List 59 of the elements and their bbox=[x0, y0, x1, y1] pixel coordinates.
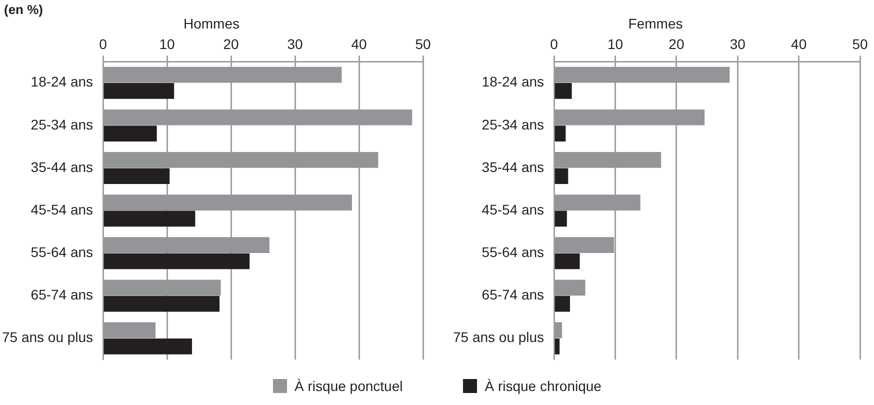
bar bbox=[554, 194, 640, 210]
chart-title: Femmes bbox=[628, 15, 683, 32]
y-tick-label: 55-64 ans bbox=[482, 244, 544, 260]
y-tick-label: 55-64 ans bbox=[30, 244, 94, 260]
bar bbox=[554, 168, 568, 184]
bar bbox=[554, 322, 562, 338]
bar bbox=[554, 126, 566, 142]
legend-label: À risque chronique bbox=[484, 378, 602, 394]
bar bbox=[554, 210, 567, 227]
y-tick-label: 65-74 ans bbox=[482, 286, 544, 303]
bar bbox=[554, 66, 730, 83]
bar bbox=[554, 152, 662, 168]
y-tick-label: 35-44 ans bbox=[482, 158, 544, 175]
bar bbox=[554, 338, 560, 354]
x-tick-label: 10 bbox=[607, 36, 624, 52]
y-tick-label: 45-54 ans bbox=[30, 201, 94, 218]
y-tick-label: 75 ans ou plus bbox=[452, 329, 544, 346]
bar bbox=[104, 109, 412, 126]
bar bbox=[104, 126, 157, 142]
x-tick-label: 50 bbox=[415, 36, 431, 52]
bar bbox=[104, 322, 156, 338]
y-tick-label: 75 ans ou plus bbox=[2, 329, 94, 346]
y-tick-label: 65-74 ans bbox=[30, 286, 94, 303]
y-tick-label: 25-34 ans bbox=[482, 116, 544, 132]
y-tick-label: 45-54 ans bbox=[482, 201, 544, 218]
x-tick-label: 30 bbox=[730, 36, 746, 52]
x-tick-label: 40 bbox=[351, 36, 368, 52]
text: (en %) bbox=[4, 2, 43, 17]
bar bbox=[104, 253, 250, 270]
legend-label: À risque ponctuel bbox=[294, 378, 403, 394]
x-tick-label: 10 bbox=[159, 36, 176, 52]
x-tick-label: 40 bbox=[791, 36, 807, 52]
bar bbox=[554, 296, 570, 312]
bar bbox=[104, 210, 196, 227]
bar bbox=[104, 83, 174, 99]
bar bbox=[104, 338, 192, 354]
x-tick-label: 30 bbox=[287, 36, 304, 52]
x-tick-label: 20 bbox=[668, 36, 684, 52]
y-tick-label: 18-24 ans bbox=[482, 74, 544, 90]
chart-title: Hommes bbox=[183, 15, 240, 32]
bar bbox=[554, 253, 580, 270]
bar bbox=[104, 194, 352, 210]
y-tick-label: 18-24 ans bbox=[30, 74, 94, 90]
x-tick-label: 0 bbox=[99, 36, 108, 52]
bar bbox=[104, 280, 221, 296]
x-tick-label: 50 bbox=[852, 36, 868, 52]
bar bbox=[104, 168, 170, 184]
y-tick-label: 25-34 ans bbox=[30, 116, 94, 132]
bar bbox=[554, 83, 572, 99]
y-tick-label: 35-44 ans bbox=[30, 158, 94, 175]
bar bbox=[554, 237, 614, 254]
bar bbox=[104, 152, 378, 168]
x-tick-label: 0 bbox=[550, 36, 558, 52]
bar bbox=[104, 237, 270, 254]
bar bbox=[554, 109, 705, 126]
bar bbox=[104, 66, 342, 83]
bar bbox=[554, 280, 586, 296]
bar bbox=[104, 296, 220, 312]
x-tick-label: 20 bbox=[223, 36, 240, 52]
